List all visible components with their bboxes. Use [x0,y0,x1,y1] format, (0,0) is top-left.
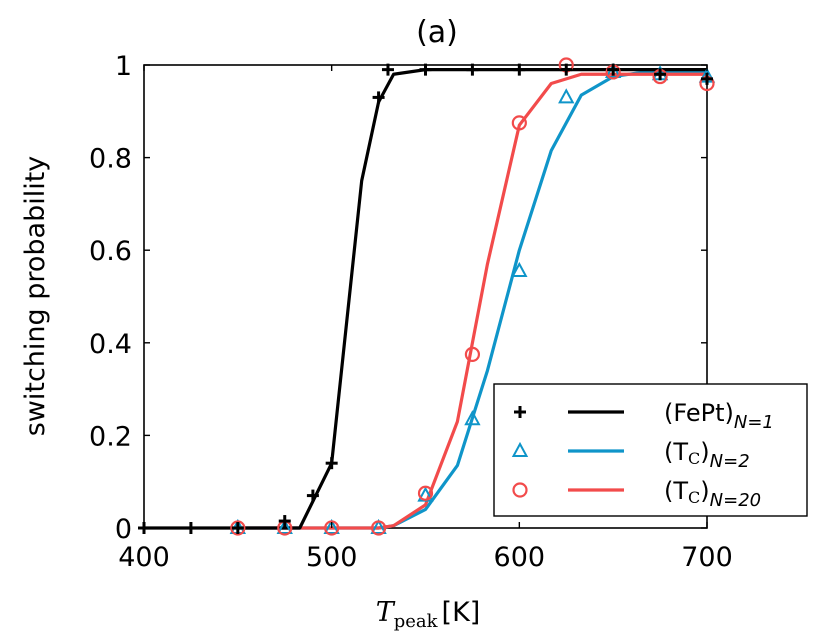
legend-marker-fept [514,406,526,418]
legend-marker-tc2 [511,441,529,457]
y-tick-label: 0.2 [89,421,132,452]
data-point-fept [325,457,338,470]
data-point-fept [654,68,667,81]
data-point-tc20 [464,346,481,362]
chart-title: (a) [416,15,458,50]
y-tick-label: 0.6 [89,236,132,267]
data-point-fept [466,63,479,76]
legend-label-fept: (FePt)N=1 [664,399,774,433]
data-point-fept [306,489,319,502]
x-tick-label: 500 [306,542,358,573]
x-tick-label: 400 [118,542,170,573]
legend-marker-tc20 [512,482,528,498]
x-axis-label: Tpeak [K] [376,597,481,632]
y-tick-label: 0 [115,514,132,545]
data-point-tc20 [511,115,527,131]
data-point-tc2 [276,518,293,534]
data-point-tc2 [464,410,481,426]
series-markers [138,57,716,536]
data-point-fept [701,72,713,85]
data-point-fept [381,63,394,76]
x-tick-label: 700 [681,542,733,573]
series-line-tc20 [237,72,707,530]
data-point-tc2 [511,261,528,278]
legend-label-tc2: (TC)N=2 [664,438,750,472]
y-tick-label: 1 [115,51,132,82]
legend-entry-tc2: (TC)N=2 [511,438,750,472]
legend-entry-fept: (FePt)N=1 [514,399,774,433]
data-point-tc2 [323,518,340,534]
legend-box [493,383,808,517]
data-point-fept [560,63,573,76]
data-point-tc2 [558,88,575,104]
y-axis-label: switching probability [20,156,51,437]
data-point-fept [278,515,291,528]
y-axis: 0 0.2 0.4 0.6 0.8 1 [89,51,707,545]
data-point-fept [372,91,385,104]
data-point-fept [184,522,197,534]
legend: (FePt)N=1 (TC)N=2 (TC)N=20 [493,383,808,517]
y-tick-label: 0.8 [89,144,132,175]
legend-entry-tc20: (TC)N=20 [512,477,761,511]
data-point-fept [419,63,432,76]
legend-label-tc20: (TC)N=20 [664,477,761,511]
x-tick-label: 600 [494,542,546,573]
data-point-tc20 [370,520,387,536]
data-point-tc20 [230,520,246,536]
data-point-tc20 [417,485,434,501]
data-point-fept [231,522,244,534]
x-axis: 400 500 600 700 [118,65,733,573]
data-point-tc20 [324,520,340,536]
data-point-fept [607,63,620,76]
data-point-tc2 [370,518,387,534]
y-tick-label: 0.4 [89,329,132,360]
